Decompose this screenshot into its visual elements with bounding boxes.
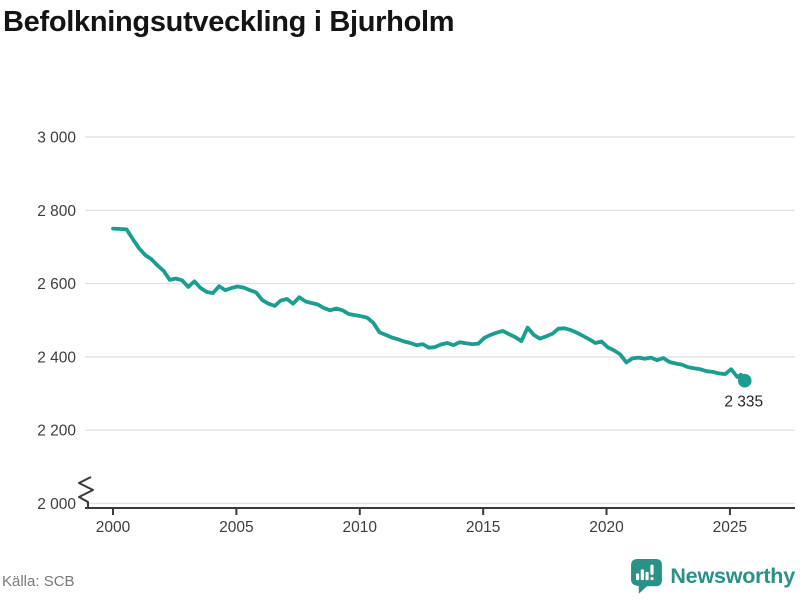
chart-footer: Källa: SCB Newsworthy (0, 558, 800, 600)
y-axis-tick-label: 2 800 (37, 203, 76, 220)
x-axis-tick-label: 2000 (96, 519, 131, 536)
newsworthy-logo-icon (631, 559, 663, 594)
population-line-chart: 3 000 2 800 2 600 2 400 2 200 2 000 2000 2005 20… (37, 130, 795, 536)
y-axis-tick-label: 2 200 (37, 423, 76, 440)
y-axis-tick-label: 3 000 (37, 130, 76, 147)
end-value-label: 2 335 (724, 394, 763, 411)
x-axis-tick-label: 2005 (219, 519, 253, 536)
axis-break-icon (78, 476, 94, 508)
x-axis-tick-label: 2015 (466, 519, 500, 536)
end-point-marker (737, 373, 752, 388)
newsworthy-logo-text: Newsworthy (670, 563, 795, 588)
x-axis-tick-label: 2020 (589, 519, 624, 536)
y-axis-tick-label: 2 000 (37, 496, 76, 513)
newsworthy-logo[interactable]: Newsworthy (630, 558, 795, 594)
page-title: Befolkningsutveckling i Bjurholm (3, 6, 455, 38)
y-axis-tick-label: 2 600 (37, 276, 76, 293)
y-axis-tick-label: 2 400 (37, 349, 76, 366)
x-axis-tick-label: 2010 (343, 519, 378, 536)
population-line (111, 226, 747, 383)
x-axis-tick-label: 2025 (713, 519, 747, 536)
source-credit: Källa: SCB (2, 573, 75, 590)
